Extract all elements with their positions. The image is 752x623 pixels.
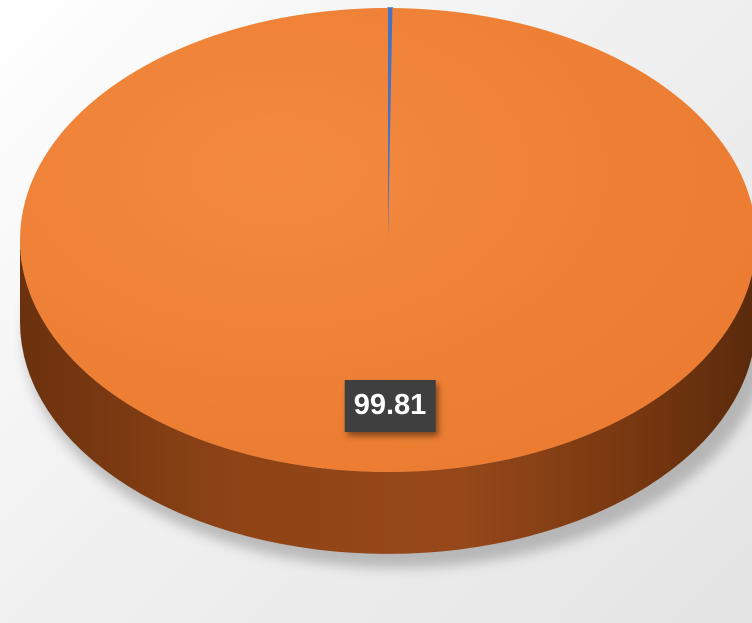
pie-slice-1: [387, 7, 394, 241]
pie-side-wall: [20, 240, 752, 554]
slice-data-label: 99.81: [344, 380, 436, 432]
pie-slice-2: [20, 8, 752, 472]
